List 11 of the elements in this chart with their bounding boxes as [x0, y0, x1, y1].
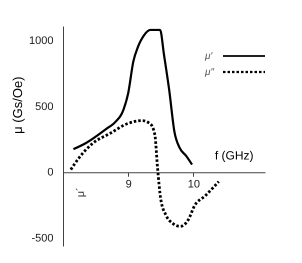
legend-label: μ″ [204, 67, 214, 78]
y-tick-label: 1000 [29, 34, 54, 47]
legend-label: μ′ [204, 51, 214, 62]
y-axis-title: μ (Gs/Oe) [10, 76, 26, 134]
annotation: μ´ [75, 187, 87, 198]
x-tick-label: 9 [126, 178, 132, 191]
x-tick-label: 10 [188, 178, 200, 191]
x-axis-title: f (GHz) [214, 148, 254, 163]
y-tick-label: 0 [47, 166, 54, 179]
y-tick-label: 500 [35, 100, 54, 113]
y-tick-label: -500 [31, 232, 54, 245]
